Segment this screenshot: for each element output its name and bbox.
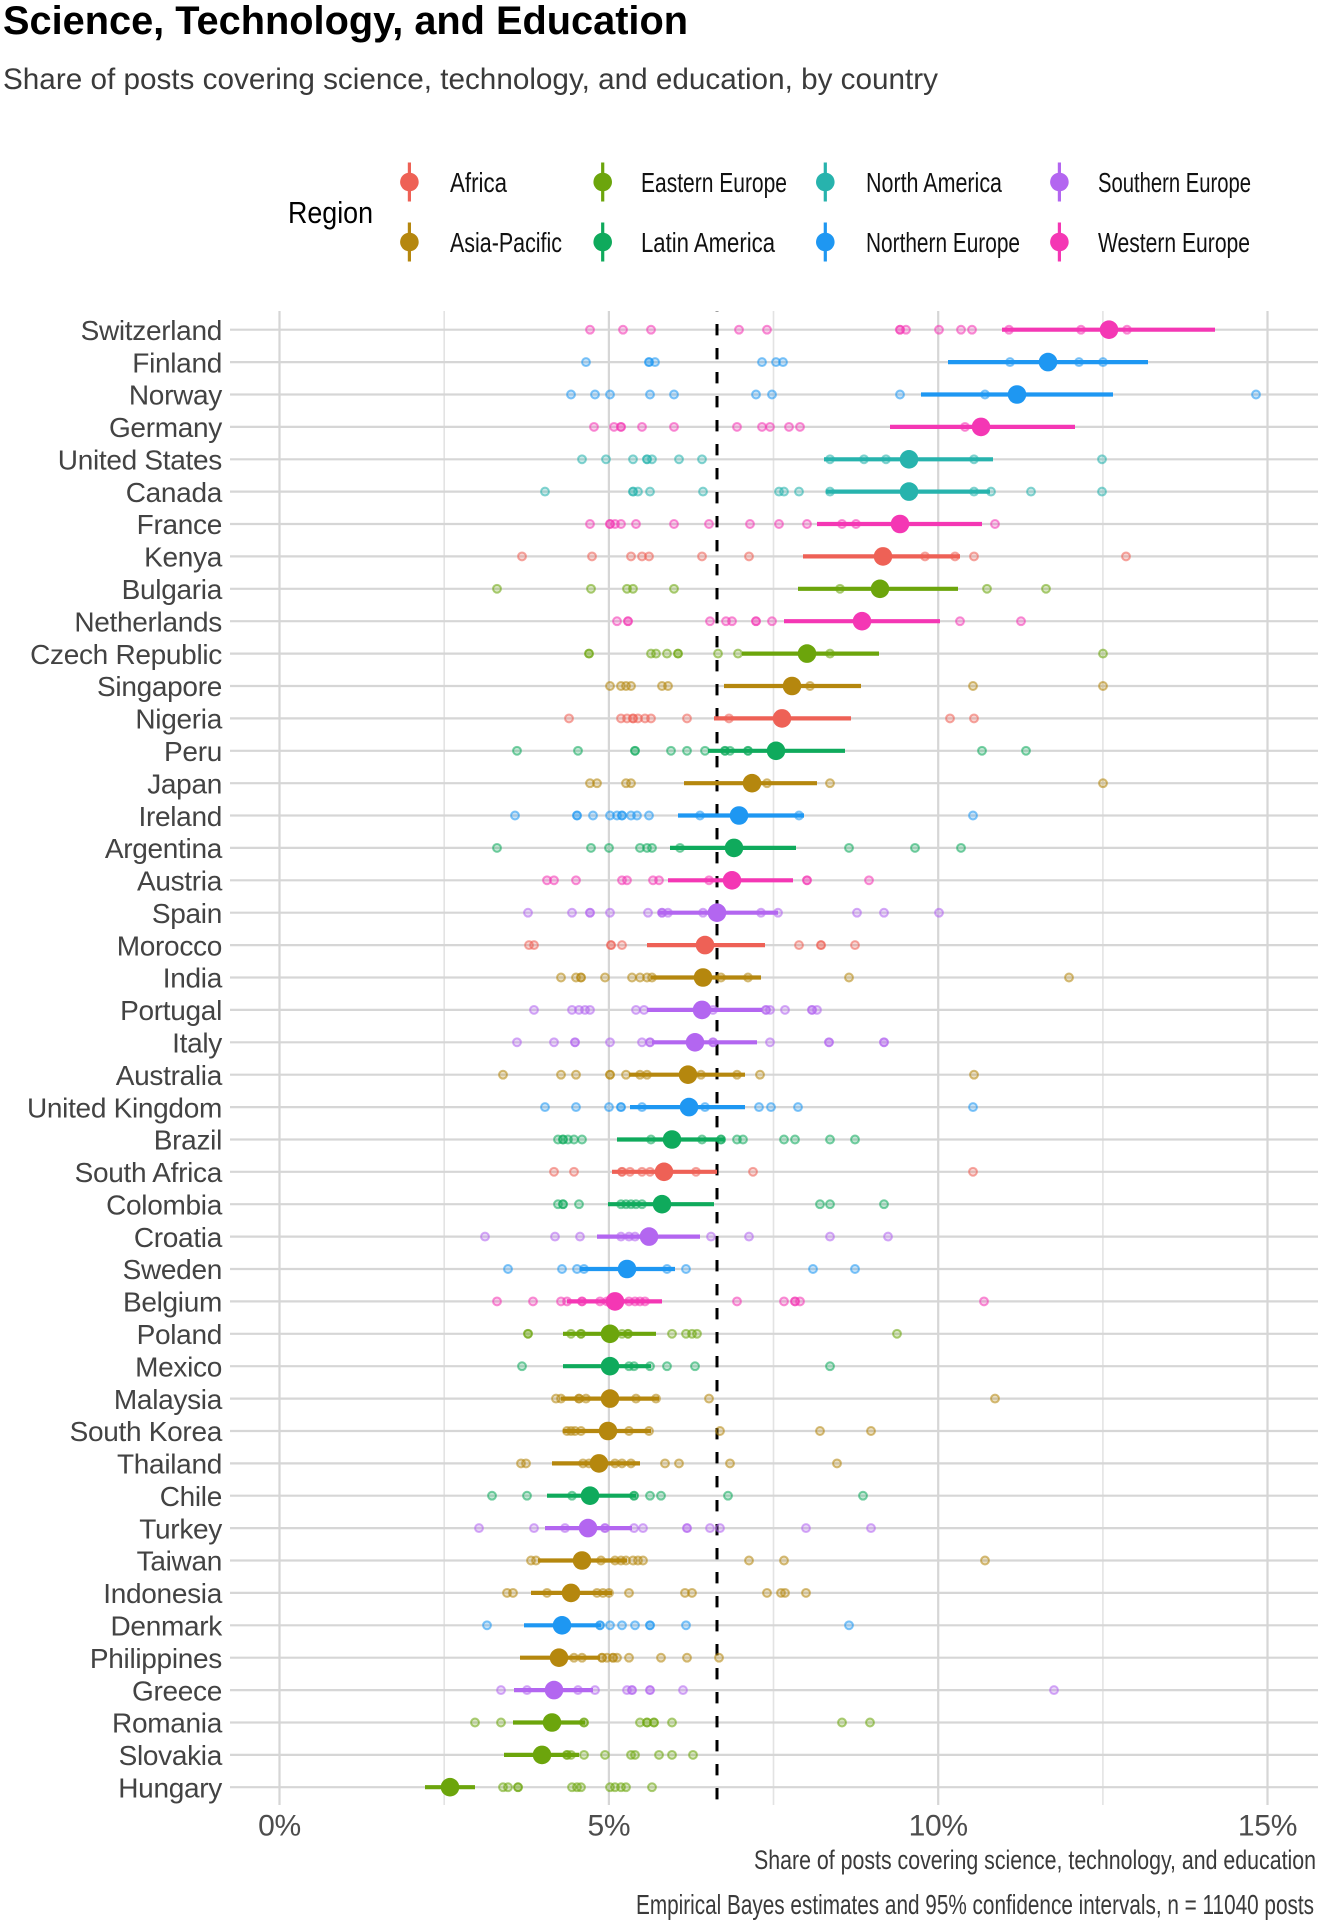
svg-text:Hungary: Hungary bbox=[118, 1773, 222, 1804]
svg-text:Thailand: Thailand bbox=[117, 1449, 222, 1480]
svg-text:South Korea: South Korea bbox=[70, 1416, 223, 1447]
svg-text:United Kingdom: United Kingdom bbox=[27, 1092, 222, 1123]
svg-text:Greece: Greece bbox=[132, 1675, 222, 1706]
svg-text:Malaysia: Malaysia bbox=[114, 1384, 223, 1415]
svg-text:Morocco: Morocco bbox=[117, 930, 222, 961]
svg-text:Indonesia: Indonesia bbox=[103, 1578, 222, 1609]
svg-text:Turkey: Turkey bbox=[139, 1513, 222, 1544]
svg-text:North America: North America bbox=[866, 167, 1002, 198]
svg-text:Taiwan: Taiwan bbox=[137, 1546, 222, 1577]
svg-text:Africa: Africa bbox=[450, 167, 507, 198]
svg-text:0%: 0% bbox=[258, 1810, 301, 1843]
svg-text:Belgium: Belgium bbox=[123, 1287, 222, 1318]
svg-text:South Africa: South Africa bbox=[75, 1157, 223, 1188]
svg-text:Poland: Poland bbox=[137, 1319, 222, 1350]
svg-text:5%: 5% bbox=[588, 1810, 631, 1843]
svg-text:Germany: Germany bbox=[109, 412, 222, 443]
svg-text:Switzerland: Switzerland bbox=[81, 315, 222, 346]
svg-text:Western Europe: Western Europe bbox=[1098, 227, 1250, 258]
svg-text:Ireland: Ireland bbox=[138, 801, 222, 832]
svg-text:Argentina: Argentina bbox=[105, 833, 223, 864]
svg-text:Share of posts covering scienc: Share of posts covering science, technol… bbox=[754, 1845, 1316, 1875]
svg-text:Southern Europe: Southern Europe bbox=[1098, 167, 1251, 198]
svg-text:Czech Republic: Czech Republic bbox=[30, 639, 222, 670]
svg-text:Portugal: Portugal bbox=[120, 995, 222, 1026]
svg-text:Austria: Austria bbox=[137, 866, 223, 897]
svg-text:Peru: Peru bbox=[164, 736, 222, 767]
svg-text:Canada: Canada bbox=[126, 477, 223, 508]
svg-text:Philippines: Philippines bbox=[90, 1643, 222, 1674]
svg-text:10%: 10% bbox=[909, 1810, 968, 1843]
svg-text:Japan: Japan bbox=[147, 768, 222, 799]
svg-text:France: France bbox=[137, 509, 222, 540]
svg-text:Science, Technology, and Educa: Science, Technology, and Education bbox=[3, 0, 688, 43]
svg-text:Netherlands: Netherlands bbox=[74, 606, 222, 637]
svg-text:Northern Europe: Northern Europe bbox=[866, 227, 1020, 258]
svg-text:Sweden: Sweden bbox=[123, 1254, 222, 1285]
svg-text:Colombia: Colombia bbox=[106, 1189, 223, 1220]
svg-text:Mexico: Mexico bbox=[135, 1351, 222, 1382]
svg-text:Denmark: Denmark bbox=[111, 1611, 224, 1642]
svg-text:Finland: Finland bbox=[132, 347, 222, 378]
svg-text:Asia-Pacific: Asia-Pacific bbox=[450, 227, 562, 258]
svg-text:Latin America: Latin America bbox=[641, 227, 775, 258]
svg-text:Spain: Spain bbox=[152, 898, 222, 929]
svg-text:Romania: Romania bbox=[112, 1708, 223, 1739]
svg-text:India: India bbox=[163, 963, 223, 994]
svg-text:Singapore: Singapore bbox=[97, 671, 222, 702]
svg-text:Italy: Italy bbox=[172, 1028, 222, 1059]
svg-text:Kenya: Kenya bbox=[144, 542, 223, 573]
svg-text:Bulgaria: Bulgaria bbox=[122, 574, 223, 605]
svg-text:Australia: Australia bbox=[116, 1060, 223, 1091]
svg-text:United States: United States bbox=[58, 445, 222, 476]
svg-text:Croatia: Croatia bbox=[134, 1222, 223, 1253]
svg-text:Region: Region bbox=[288, 195, 373, 230]
svg-text:Norway: Norway bbox=[129, 380, 222, 411]
svg-text:Nigeria: Nigeria bbox=[135, 704, 222, 735]
svg-text:Eastern Europe: Eastern Europe bbox=[641, 167, 787, 198]
svg-text:Share of posts covering scienc: Share of posts covering science, technol… bbox=[3, 63, 938, 96]
svg-text:15%: 15% bbox=[1238, 1810, 1297, 1843]
svg-text:Slovakia: Slovakia bbox=[119, 1740, 223, 1771]
svg-text:Brazil: Brazil bbox=[154, 1125, 222, 1156]
svg-text:Chile: Chile bbox=[160, 1481, 222, 1512]
svg-text:Empirical Bayes estimates and: Empirical Bayes estimates and 95% confid… bbox=[636, 1889, 1314, 1920]
